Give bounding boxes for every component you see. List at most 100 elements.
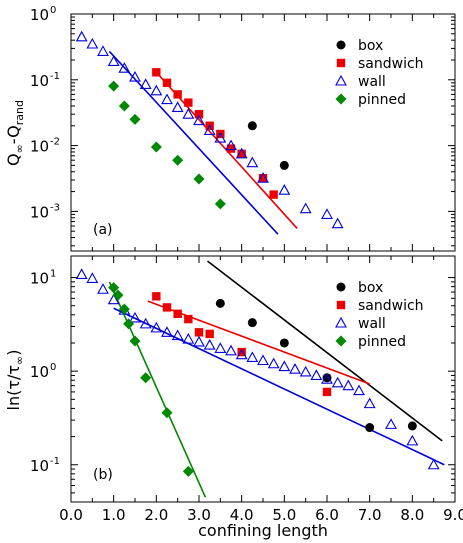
data-point — [225, 344, 237, 356]
series-sandwich — [152, 292, 332, 397]
legend-entry-pinned: pinned — [335, 92, 406, 108]
legend-marker — [335, 93, 347, 105]
data-point — [112, 289, 124, 301]
data-point — [193, 114, 205, 126]
data-point — [129, 70, 141, 82]
data-point — [173, 90, 182, 99]
y-tick-label: 10 — [30, 363, 49, 381]
data-point — [203, 124, 216, 135]
data-point — [182, 465, 194, 477]
x-axis-label: confining length — [198, 521, 328, 540]
data-point — [162, 78, 172, 88]
y-tick-label: 10 — [30, 6, 49, 24]
x-tick-label: 1.0 — [102, 506, 126, 524]
legend-label: box — [358, 38, 383, 54]
series-wall — [75, 30, 344, 229]
data-point — [150, 84, 163, 96]
ylabel-b-post: ) — [4, 350, 23, 356]
ylabel-b-sub: ∞ — [13, 356, 26, 365]
legend-a: box sandwich wall pinned — [335, 38, 424, 108]
data-point — [184, 314, 193, 324]
y-tick-exponent: -3 — [50, 202, 60, 213]
data-point — [107, 55, 120, 67]
x-tick-label: 0.0 — [59, 506, 83, 524]
data-point — [129, 311, 141, 323]
legend-marker — [336, 282, 346, 292]
data-point — [247, 121, 257, 131]
series-box — [215, 298, 417, 433]
data-point — [171, 329, 184, 341]
x-tick-label: 8.0 — [400, 506, 424, 524]
y-tick-exponent: -1 — [50, 71, 60, 82]
x-tick-label: 6.0 — [315, 506, 339, 524]
data-point — [215, 298, 225, 308]
legend-label: wall — [358, 74, 386, 90]
fit-line — [108, 50, 279, 235]
data-point — [97, 45, 109, 56]
data-point — [184, 98, 193, 107]
y-tick-label: 10 — [30, 457, 49, 475]
data-point — [267, 357, 280, 369]
data-point — [150, 321, 163, 333]
data-point — [139, 78, 152, 89]
y-tick-label: 10 — [30, 72, 49, 90]
data-point — [407, 421, 417, 431]
data-point — [235, 147, 248, 159]
data-point — [193, 173, 205, 185]
data-point — [139, 317, 152, 329]
legend-label: pinned — [358, 334, 406, 350]
data-point — [214, 131, 227, 143]
series-pinned — [108, 282, 194, 477]
legend-label: wall — [358, 316, 386, 332]
data-point — [123, 318, 135, 330]
y-tick-label: 10 — [30, 270, 49, 288]
ylabel-a-sub1: ∞ — [13, 144, 26, 153]
legend-marker — [336, 300, 346, 310]
series-box — [247, 121, 289, 170]
data-point — [107, 293, 120, 305]
legend-label: sandwich — [358, 298, 424, 314]
legend-entry-box: box — [336, 38, 383, 54]
data-points-b — [75, 268, 440, 477]
data-point — [172, 154, 184, 166]
x-tick-label: 5.0 — [272, 506, 296, 524]
legend-marker — [336, 40, 346, 50]
x-tick-label: 3.0 — [187, 506, 211, 524]
data-point — [214, 198, 226, 210]
data-point — [161, 326, 173, 337]
legend-label: pinned — [358, 92, 406, 108]
data-point — [353, 384, 365, 396]
data-point — [363, 397, 376, 409]
data-point — [162, 303, 172, 312]
data-point — [289, 363, 301, 374]
legend-label: sandwich — [358, 56, 424, 72]
data-point — [278, 360, 291, 372]
data-point — [322, 373, 332, 383]
data-point — [406, 434, 419, 446]
legend-label: box — [358, 280, 383, 296]
legend-marker — [336, 58, 346, 68]
data-point — [258, 173, 268, 183]
x-tick-label: 4.0 — [230, 506, 254, 524]
data-point — [257, 172, 269, 183]
legend-entry-sandwich: sandwich — [336, 56, 424, 72]
data-point — [279, 160, 289, 170]
data-point — [385, 418, 397, 429]
data-point — [247, 318, 257, 328]
y-tick-exponent: -2 — [50, 137, 60, 148]
y-tick-label: 10 — [30, 203, 49, 221]
data-point — [194, 328, 204, 337]
data-point — [203, 338, 216, 350]
data-point — [118, 100, 130, 112]
data-point — [75, 268, 88, 279]
data-point — [246, 156, 259, 168]
y-axis-label-b: ln(τ/τ∞) — [4, 350, 26, 411]
data-point — [129, 335, 141, 347]
data-point — [237, 347, 246, 357]
data-point — [246, 351, 259, 363]
y-axis-label-a: Q∞-Qrand — [4, 100, 26, 166]
